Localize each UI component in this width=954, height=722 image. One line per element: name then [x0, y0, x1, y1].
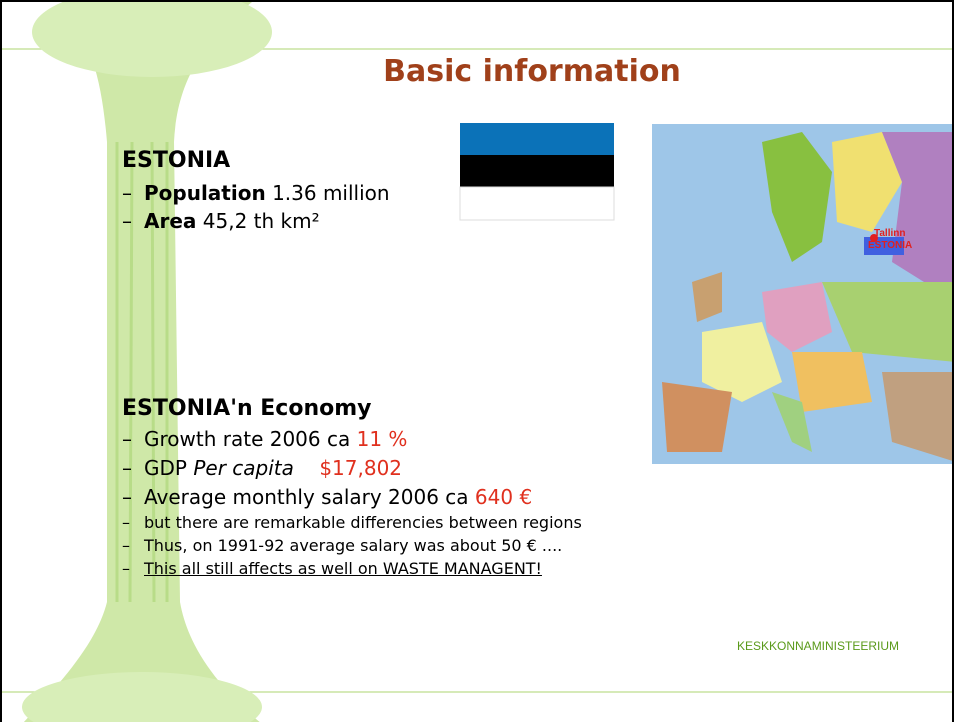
- marker: –: [122, 456, 132, 480]
- item: – GDP Per capita $17,802: [122, 456, 402, 480]
- marker: –: [122, 536, 130, 555]
- map-city: Tallinn: [874, 228, 906, 239]
- text: 1.36 million: [272, 181, 390, 205]
- label: Population: [144, 181, 266, 205]
- highlight: 11 %: [356, 427, 408, 451]
- text: but there are remarkable differencies be…: [144, 513, 582, 532]
- note: – but there are remarkable differencies b…: [122, 513, 582, 532]
- italic: Per capita: [193, 456, 294, 480]
- note: – This all still affects as well on WASTE…: [122, 559, 542, 578]
- text: GDP: [144, 456, 187, 480]
- map: [652, 124, 952, 464]
- marker: –: [122, 181, 132, 205]
- heading: ESTONIA'n Economy: [122, 396, 372, 421]
- marker: –: [122, 427, 132, 451]
- highlight: 640 €: [474, 485, 533, 509]
- text: This all still affects as well on WASTE …: [144, 559, 542, 578]
- item: – Area 45,2 th km²: [122, 209, 320, 233]
- text: Thus, on 1991-92 average salary was abou…: [144, 536, 563, 555]
- text: 45,2 th km²: [202, 209, 320, 233]
- item: – Growth rate 2006 ca 11 %: [122, 427, 407, 451]
- highlight: $17,802: [319, 456, 403, 480]
- label: Area: [144, 209, 197, 233]
- footer: KESKKONNAMINISTEERIUM: [737, 639, 900, 653]
- title: Basic information: [383, 54, 681, 89]
- item: – Average monthly salary 2006 ca 640 €: [122, 485, 532, 509]
- text: Growth rate 2006 ca: [144, 427, 351, 451]
- map-country: ESTONIA: [868, 240, 913, 251]
- marker: –: [122, 513, 130, 532]
- marker: –: [122, 209, 132, 233]
- text: Average monthly salary 2006 ca: [144, 485, 469, 509]
- marker: –: [122, 485, 132, 509]
- item: – Population 1.36 million: [122, 181, 390, 205]
- note: – Thus, on 1991-92 average salary was abo…: [122, 536, 562, 555]
- marker: –: [122, 559, 130, 578]
- heading: ESTONIA: [122, 148, 231, 173]
- flag: [459, 123, 615, 221]
